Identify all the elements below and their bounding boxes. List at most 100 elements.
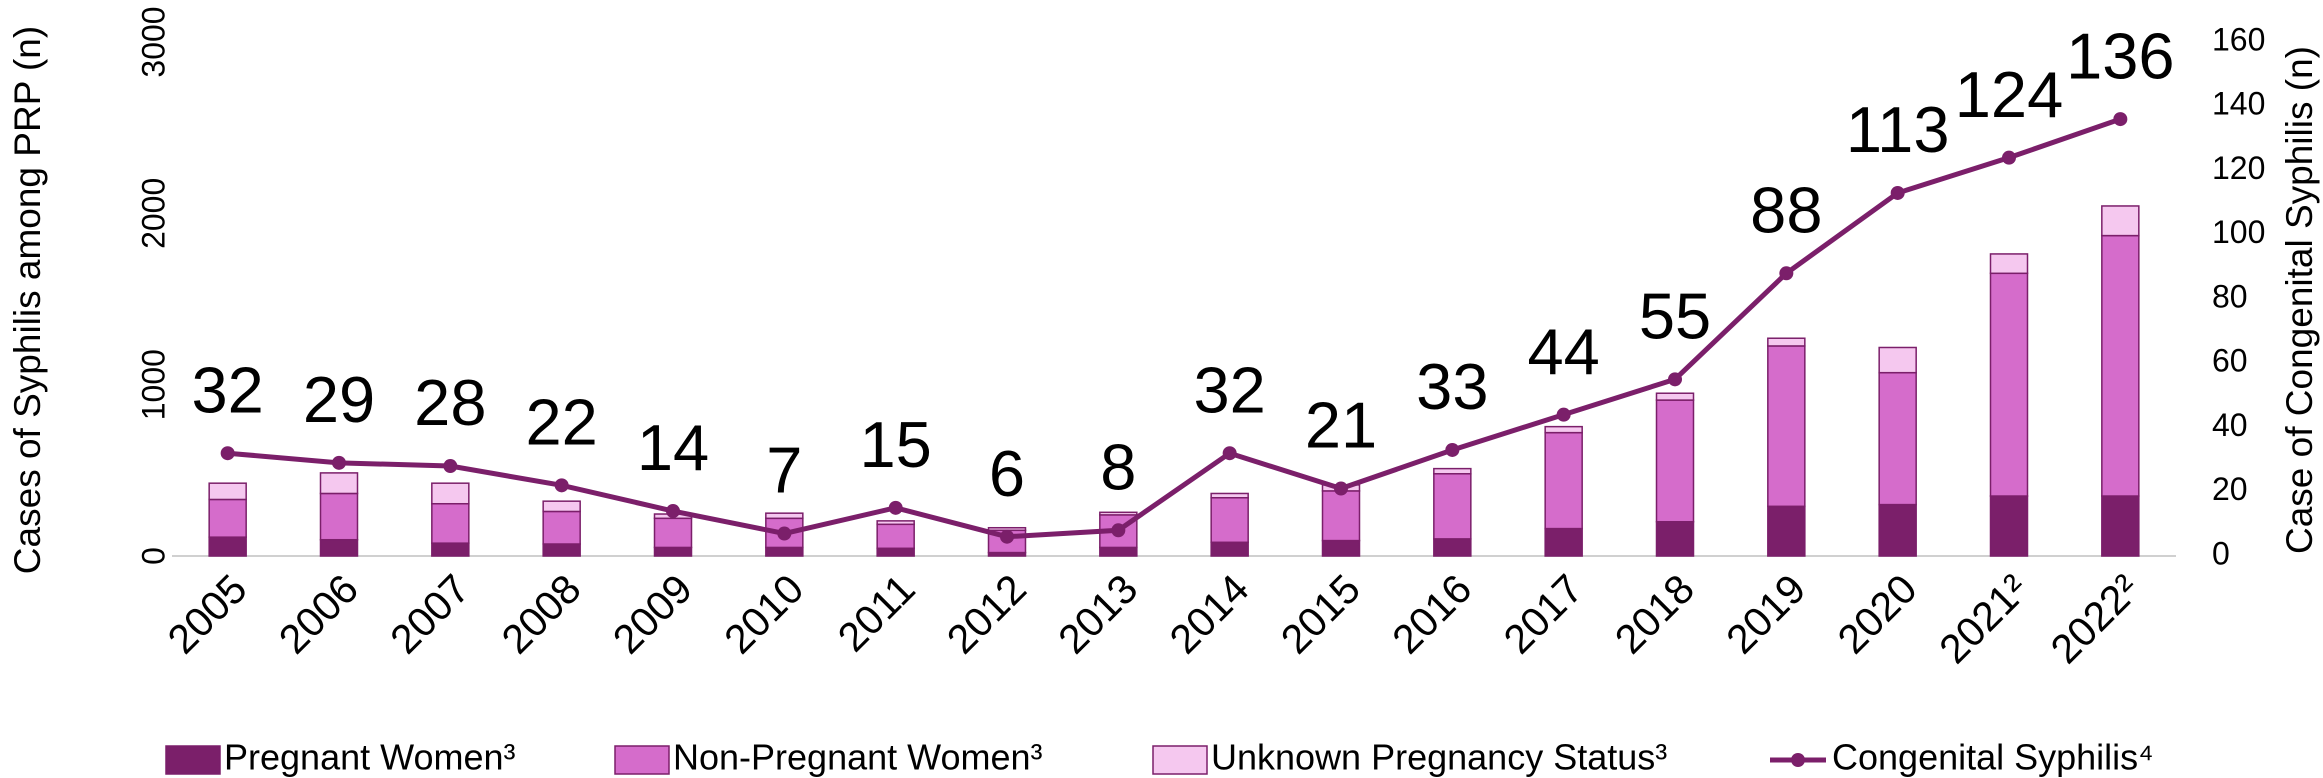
bar-segment xyxy=(542,510,581,545)
data-label: 28 xyxy=(414,366,486,439)
bar-segment xyxy=(876,520,915,526)
bar-segment xyxy=(431,482,470,505)
bar-segment xyxy=(765,546,804,557)
y2-tick-label: 160 xyxy=(2212,21,2265,57)
bar-segment xyxy=(765,512,804,520)
bar-segment xyxy=(208,536,247,557)
legend-swatch xyxy=(614,745,670,775)
y-tick-label: 0 xyxy=(135,547,171,565)
bar-segment xyxy=(1544,425,1583,434)
line-point xyxy=(2002,150,2016,165)
line-point xyxy=(1000,529,1014,544)
bar-segment xyxy=(1321,539,1361,557)
bar-segment xyxy=(2101,234,2140,497)
line-point xyxy=(888,500,903,515)
line-point xyxy=(666,504,680,519)
y2-axis-label: Case of Congenital Syphilis (n) xyxy=(2279,46,2320,554)
x-tick-label: 2005 xyxy=(159,565,256,662)
data-label: 6 xyxy=(989,437,1025,510)
data-label: 55 xyxy=(1639,279,1711,352)
data-label: 8 xyxy=(1100,430,1136,503)
line-point xyxy=(554,478,569,493)
x-tick-label: 2017 xyxy=(1495,565,1592,662)
bar-segment xyxy=(1433,538,1472,557)
legend-label: Congenital Syphilis⁴ xyxy=(1832,737,2154,778)
x-tick-label: 2020 xyxy=(1829,565,1926,662)
bar-segment xyxy=(1433,473,1472,540)
line-point xyxy=(1890,185,1905,200)
y-tick-label: 2000 xyxy=(135,178,171,249)
line-point xyxy=(443,459,458,474)
bar-segment xyxy=(1544,527,1583,557)
legend-swatch xyxy=(165,745,221,775)
y-tick-label: 3000 xyxy=(135,6,171,77)
bar-segment xyxy=(653,517,693,549)
bar-segment xyxy=(208,482,247,501)
bar-segment xyxy=(1989,272,2029,497)
data-label: 124 xyxy=(1955,58,2063,131)
line-point xyxy=(1668,372,1682,387)
data-label: 21 xyxy=(1305,389,1377,462)
bar-segment xyxy=(542,500,581,513)
bar-segment xyxy=(1544,431,1583,530)
bar-segment xyxy=(1989,253,2029,275)
line-point xyxy=(332,455,346,470)
y2-tick-label: 120 xyxy=(2212,150,2265,186)
x-tick-label: 2014 xyxy=(1161,565,1258,662)
legend-label: Non-Pregnant Women³ xyxy=(673,737,1043,778)
bar-segment xyxy=(1655,520,1695,557)
x-tick-label: 2016 xyxy=(1383,565,1480,662)
x-tick-label: 2015 xyxy=(1272,565,1369,662)
data-label: 136 xyxy=(2066,19,2174,92)
bar-segment xyxy=(431,502,470,544)
bar-segment xyxy=(1210,496,1249,544)
legend-label: Unknown Pregnancy Status³ xyxy=(1211,737,1667,778)
x-tick-label: 2022² xyxy=(2042,565,2149,672)
bar-segment xyxy=(1767,505,1806,557)
x-tick-label: 2018 xyxy=(1606,565,1703,662)
x-tick-label: 2013 xyxy=(1049,565,1146,662)
bar-segment xyxy=(876,523,915,550)
line-point xyxy=(1222,446,1237,461)
data-label: 113 xyxy=(1846,93,1950,166)
line-point xyxy=(2113,112,2128,127)
bar-segment xyxy=(1767,345,1806,508)
bar-segment xyxy=(1989,495,2029,557)
bar-segment xyxy=(1099,546,1138,557)
y2-tick-label: 100 xyxy=(2212,214,2265,250)
data-label: 22 xyxy=(526,385,598,458)
bar-segment xyxy=(1210,492,1249,499)
data-label: 14 xyxy=(637,411,709,484)
x-tick-label: 2007 xyxy=(381,565,478,662)
legend-swatch xyxy=(1152,745,1208,775)
bar-segment xyxy=(2101,495,2140,557)
bar-segment xyxy=(1655,399,1695,523)
legend-swatch-point xyxy=(1791,753,1805,767)
line-point xyxy=(777,526,792,541)
y2-tick-label: 140 xyxy=(2212,86,2265,122)
line xyxy=(227,116,2122,540)
legend-label: Pregnant Women³ xyxy=(224,737,515,778)
data-label: 44 xyxy=(1528,315,1600,388)
line-point xyxy=(1111,523,1126,538)
bar-segment xyxy=(542,543,581,557)
line-point xyxy=(1334,481,1348,496)
bar-segment xyxy=(319,538,359,557)
data-label: 15 xyxy=(860,408,932,481)
line-point xyxy=(1556,407,1571,422)
line-point xyxy=(220,446,235,461)
data-label: 7 xyxy=(766,434,802,507)
bar-segment xyxy=(1878,503,1917,557)
bar-segment xyxy=(208,498,247,538)
x-tick-label: 2012 xyxy=(938,565,1035,662)
y2-tick-label: 0 xyxy=(2212,535,2230,571)
y2-tick-label: 60 xyxy=(2212,343,2248,379)
bar-segment xyxy=(431,542,470,557)
y2-tick-label: 80 xyxy=(2212,278,2248,314)
y2-tick-label: 20 xyxy=(2212,471,2248,507)
bar-segment xyxy=(319,472,359,495)
x-tick-label: 2006 xyxy=(270,565,367,662)
bar-segment xyxy=(1878,371,1917,506)
y-tick-label: 1000 xyxy=(135,349,171,420)
